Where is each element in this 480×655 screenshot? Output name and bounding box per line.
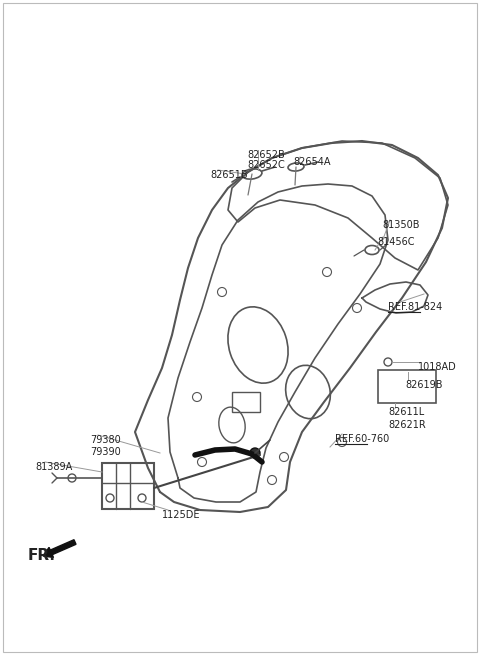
Text: 79380: 79380 (90, 435, 121, 445)
Text: 1125DE: 1125DE (162, 510, 201, 520)
Text: FR.: FR. (28, 548, 56, 563)
Text: 82621R: 82621R (388, 420, 426, 430)
Text: 79390: 79390 (90, 447, 121, 457)
Text: 82652B: 82652B (247, 150, 285, 160)
FancyArrow shape (43, 540, 76, 557)
Text: 82651B: 82651B (210, 170, 248, 180)
Text: REF.81-824: REF.81-824 (388, 302, 442, 312)
Circle shape (250, 448, 260, 458)
Text: 81389A: 81389A (35, 462, 72, 472)
Text: REF.60-760: REF.60-760 (335, 434, 389, 444)
Text: 82619B: 82619B (405, 380, 443, 390)
Text: 81456C: 81456C (377, 237, 415, 247)
Bar (102, 463, 154, 509)
Bar (378, 370, 436, 403)
Text: 82652C: 82652C (247, 160, 285, 170)
Bar (232, 392, 260, 412)
Text: 82611L: 82611L (388, 407, 424, 417)
Text: 82654A: 82654A (293, 157, 331, 167)
Text: 81350B: 81350B (382, 220, 420, 230)
Text: 1018AD: 1018AD (418, 362, 457, 372)
